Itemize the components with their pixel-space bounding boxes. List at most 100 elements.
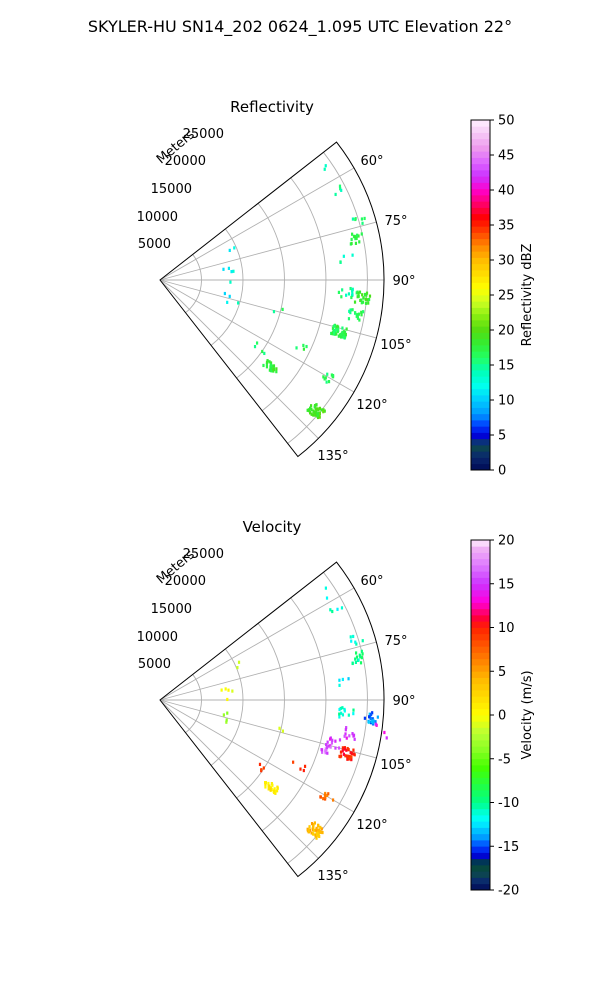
radar-gate — [354, 241, 358, 245]
radar-gate — [356, 233, 359, 237]
radar-gate — [329, 745, 332, 749]
radar-gate — [355, 642, 358, 646]
radar-gate — [364, 301, 368, 305]
radar-gate — [334, 328, 337, 332]
radar-gate — [322, 408, 325, 412]
radar-gate — [350, 755, 353, 759]
radar-gate — [361, 293, 364, 297]
radial-tick-label: 15000 — [151, 182, 192, 197]
radar-gate — [354, 651, 358, 655]
colorbar-band — [471, 571, 490, 578]
colorbar-band — [471, 652, 490, 660]
radar-gate — [314, 413, 317, 417]
colorbar-band — [471, 783, 490, 791]
grid-arc — [236, 623, 285, 799]
radar-gate — [348, 309, 351, 313]
colorbar-band — [471, 627, 490, 635]
angle-tick-label: 60° — [360, 574, 383, 589]
angle-tick-label: 60° — [360, 154, 383, 169]
radar-gate — [339, 332, 343, 336]
radar-gate — [360, 310, 363, 314]
colorbar-tick-label: 5 — [498, 665, 506, 680]
radar-gate — [341, 713, 345, 717]
colorbar-band — [471, 702, 490, 710]
radar-gate — [331, 798, 335, 802]
radar-gate — [270, 781, 273, 786]
radar-gate — [310, 822, 314, 826]
radar-gate — [359, 661, 363, 665]
colorbar-band — [471, 677, 490, 685]
radar-gate — [310, 404, 313, 408]
radar-gate — [344, 332, 347, 337]
radar-gate — [323, 167, 326, 171]
radar-gate — [365, 291, 369, 295]
radar-gate — [338, 678, 341, 682]
colorbar-band — [471, 145, 490, 152]
radar-gate — [356, 295, 359, 299]
sector-frame — [159, 561, 385, 878]
colorbar-band — [471, 313, 490, 321]
radar-gate — [222, 267, 225, 271]
radar-gate — [343, 707, 346, 712]
radar-gate — [228, 294, 231, 298]
radar-gate — [325, 380, 328, 384]
radar-gate — [353, 235, 356, 239]
radar-gate — [340, 295, 343, 299]
grid-spoke — [159, 699, 355, 813]
grid-arc — [236, 203, 285, 379]
radar-gate — [312, 409, 315, 414]
radar-gate — [345, 293, 348, 297]
radar-gate — [237, 301, 240, 305]
colorbar-band — [471, 163, 490, 171]
radar-gate — [372, 718, 375, 722]
grid-spoke — [159, 641, 377, 701]
colorbar-band — [471, 232, 490, 240]
colorbar-band — [471, 590, 490, 597]
colorbar-band — [471, 413, 490, 421]
colorbar-band — [471, 207, 490, 215]
colorbar-band — [471, 752, 490, 760]
colorbar-band — [471, 740, 490, 747]
colorbar-band — [471, 758, 490, 766]
colorbar-band — [471, 802, 490, 810]
colorbar-tick-label: 45 — [498, 149, 515, 164]
radar-gate — [346, 746, 349, 751]
colorbar-band — [471, 457, 490, 465]
angle-tick-label: 90° — [392, 694, 415, 709]
colorbar-tick-label: 35 — [498, 219, 515, 234]
angle-tick-label: 90° — [392, 274, 415, 289]
radar-gate — [263, 351, 266, 356]
radar-gate — [347, 317, 351, 321]
radar-gate — [366, 298, 370, 302]
radar-gate — [333, 328, 336, 333]
colorbar-band — [471, 771, 490, 778]
radar-gate — [274, 791, 277, 795]
radar-gate — [232, 269, 235, 273]
radar-gate — [355, 236, 358, 241]
grid-spoke — [159, 221, 377, 281]
radar-gate — [318, 834, 321, 839]
colorbar-band — [471, 877, 490, 885]
radar-gate — [316, 828, 319, 832]
radar-gate — [360, 649, 363, 653]
colorbar-tick-label: -10 — [498, 796, 519, 811]
colorbar-band — [471, 276, 490, 283]
colorbar-band — [471, 270, 490, 277]
colorbar-tick-label: 15 — [498, 359, 515, 374]
radar-gate — [352, 752, 355, 756]
radar-gate — [350, 639, 353, 643]
radar-gate — [330, 741, 334, 745]
radar-gate — [270, 364, 273, 368]
colorbar-band — [471, 865, 490, 872]
reflectivity-panel: Reflectivity60°75°90°105°120°135°5000100… — [137, 98, 535, 479]
radar-gate — [267, 787, 270, 791]
radar-gate — [360, 313, 363, 317]
radar-gate — [351, 287, 354, 291]
radar-gate — [281, 307, 284, 312]
radar-gate — [324, 586, 327, 590]
angle-tick-label: 135° — [317, 869, 348, 884]
radar-gate — [303, 764, 307, 768]
colorbar-tick-label: 15 — [498, 577, 515, 592]
radar-gate — [358, 290, 362, 294]
radar-gate — [358, 318, 361, 322]
